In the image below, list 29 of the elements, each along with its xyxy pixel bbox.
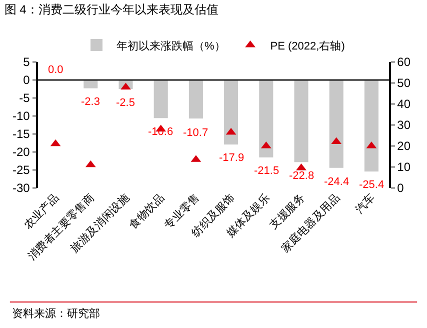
legend-label: PE (2022,右轴) — [270, 39, 345, 52]
y2-tick-label: 60 — [397, 55, 411, 70]
y-tick-label: -15 — [12, 127, 30, 142]
data-label: -25.4 — [359, 179, 384, 191]
y-tick-label: -30 — [12, 181, 30, 196]
y-tick-label: 0 — [23, 73, 30, 88]
y-tick-label: -10 — [12, 109, 30, 124]
y-tick-label: 5 — [23, 55, 30, 70]
text: 资料来源：研究部 — [12, 307, 100, 320]
data-label: -10.7 — [183, 127, 208, 139]
data-label: -24.4 — [324, 176, 350, 188]
data-label: -2.3 — [81, 96, 100, 108]
legend-label: 年初以来涨跌幅（%） — [116, 39, 226, 52]
y2-tick-label: 50 — [397, 76, 411, 90]
y-tick-label: -25 — [12, 163, 30, 178]
y-tick-label: -20 — [12, 145, 30, 160]
data-label: -2.5 — [116, 97, 135, 109]
y-tick-label: -5 — [19, 91, 30, 106]
x-tick-label: 汽车 — [352, 191, 378, 216]
data-label: 0.0 — [48, 64, 64, 76]
y2-tick-label: 30 — [397, 118, 411, 132]
y2-tick-label: 0 — [397, 181, 404, 196]
y2-tick-label: 40 — [397, 97, 411, 112]
y2-tick-label: 10 — [397, 160, 411, 174]
chart-title: 图 4：消费二级行业今年以来表现及估值 — [4, 2, 218, 16]
data-label: -17.9 — [219, 152, 244, 164]
data-label: -21.5 — [254, 165, 280, 177]
data-label: -22.8 — [289, 170, 314, 182]
y2-tick-label: 20 — [397, 139, 411, 154]
